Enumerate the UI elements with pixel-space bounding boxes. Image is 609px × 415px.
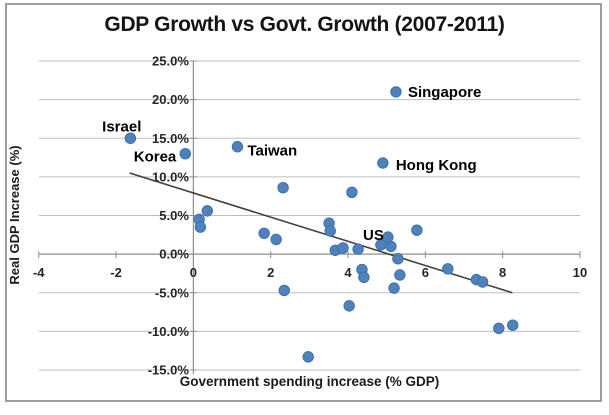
data-point <box>442 263 454 275</box>
data-point <box>324 225 336 237</box>
x-tick-label: 2 <box>267 265 274 280</box>
chart-frame <box>5 3 602 402</box>
data-point-israel <box>124 132 137 144</box>
data-point <box>392 253 404 265</box>
data-point <box>302 351 314 363</box>
data-point <box>278 284 290 297</box>
y-tick-label: -5.0% <box>155 285 189 300</box>
y-tick-label: 10.0% <box>152 169 189 184</box>
x-tick-label: 8 <box>499 265 506 280</box>
x-tick-label: 10 <box>573 265 587 280</box>
point-label-us: US <box>363 227 384 244</box>
data-point <box>352 243 364 255</box>
data-point <box>411 224 423 236</box>
data-point <box>507 319 519 331</box>
y-axis-title: Real GDP Increase (%) <box>7 145 22 285</box>
chart-title: GDP Growth vs Govt. Growth (2007-2011) <box>104 13 505 36</box>
y-tick-label: 20.0% <box>152 92 189 107</box>
x-tick-label: 4 <box>344 265 352 280</box>
data-point-singapore <box>390 86 402 98</box>
data-point <box>382 231 394 243</box>
data-point <box>358 271 370 284</box>
data-point-taiwan <box>231 141 244 153</box>
data-point <box>476 276 489 288</box>
y-tick-label: 25.0% <box>152 54 189 69</box>
data-point <box>493 322 505 334</box>
data-point <box>258 227 270 239</box>
data-point <box>388 282 400 294</box>
y-tick-label: 15.0% <box>152 131 189 146</box>
data-point-korea <box>179 147 191 160</box>
trend-line <box>129 172 513 294</box>
data-point-us <box>375 239 387 251</box>
data-point <box>201 205 214 217</box>
point-label-singapore: Singapore <box>408 84 481 101</box>
y-tick-label: 5.0% <box>159 208 189 223</box>
x-tick-label: -4 <box>33 265 45 280</box>
y-tick-label: -10.0% <box>148 324 190 339</box>
data-point <box>277 181 289 194</box>
point-label-hong-kong: Hong Kong <box>396 157 477 174</box>
x-tick-label: 6 <box>422 265 429 280</box>
point-label-taiwan: Taiwan <box>247 143 297 160</box>
y-tick-label: -15.0% <box>148 363 190 378</box>
x-tick-label: -2 <box>110 265 122 280</box>
x-axis-title: Government spending increase (% GDP) <box>179 374 440 389</box>
y-tick-label: 0.0% <box>159 247 189 262</box>
x-tick-label: 0 <box>190 265 197 280</box>
data-point <box>194 221 207 233</box>
data-point <box>270 233 282 246</box>
data-point-hong-kong <box>377 157 389 169</box>
point-label-israel: Israel <box>102 118 141 135</box>
data-point <box>343 300 355 312</box>
data-point <box>346 186 358 199</box>
data-point <box>337 242 349 254</box>
data-point <box>394 269 406 281</box>
point-label-korea: Korea <box>134 149 177 166</box>
